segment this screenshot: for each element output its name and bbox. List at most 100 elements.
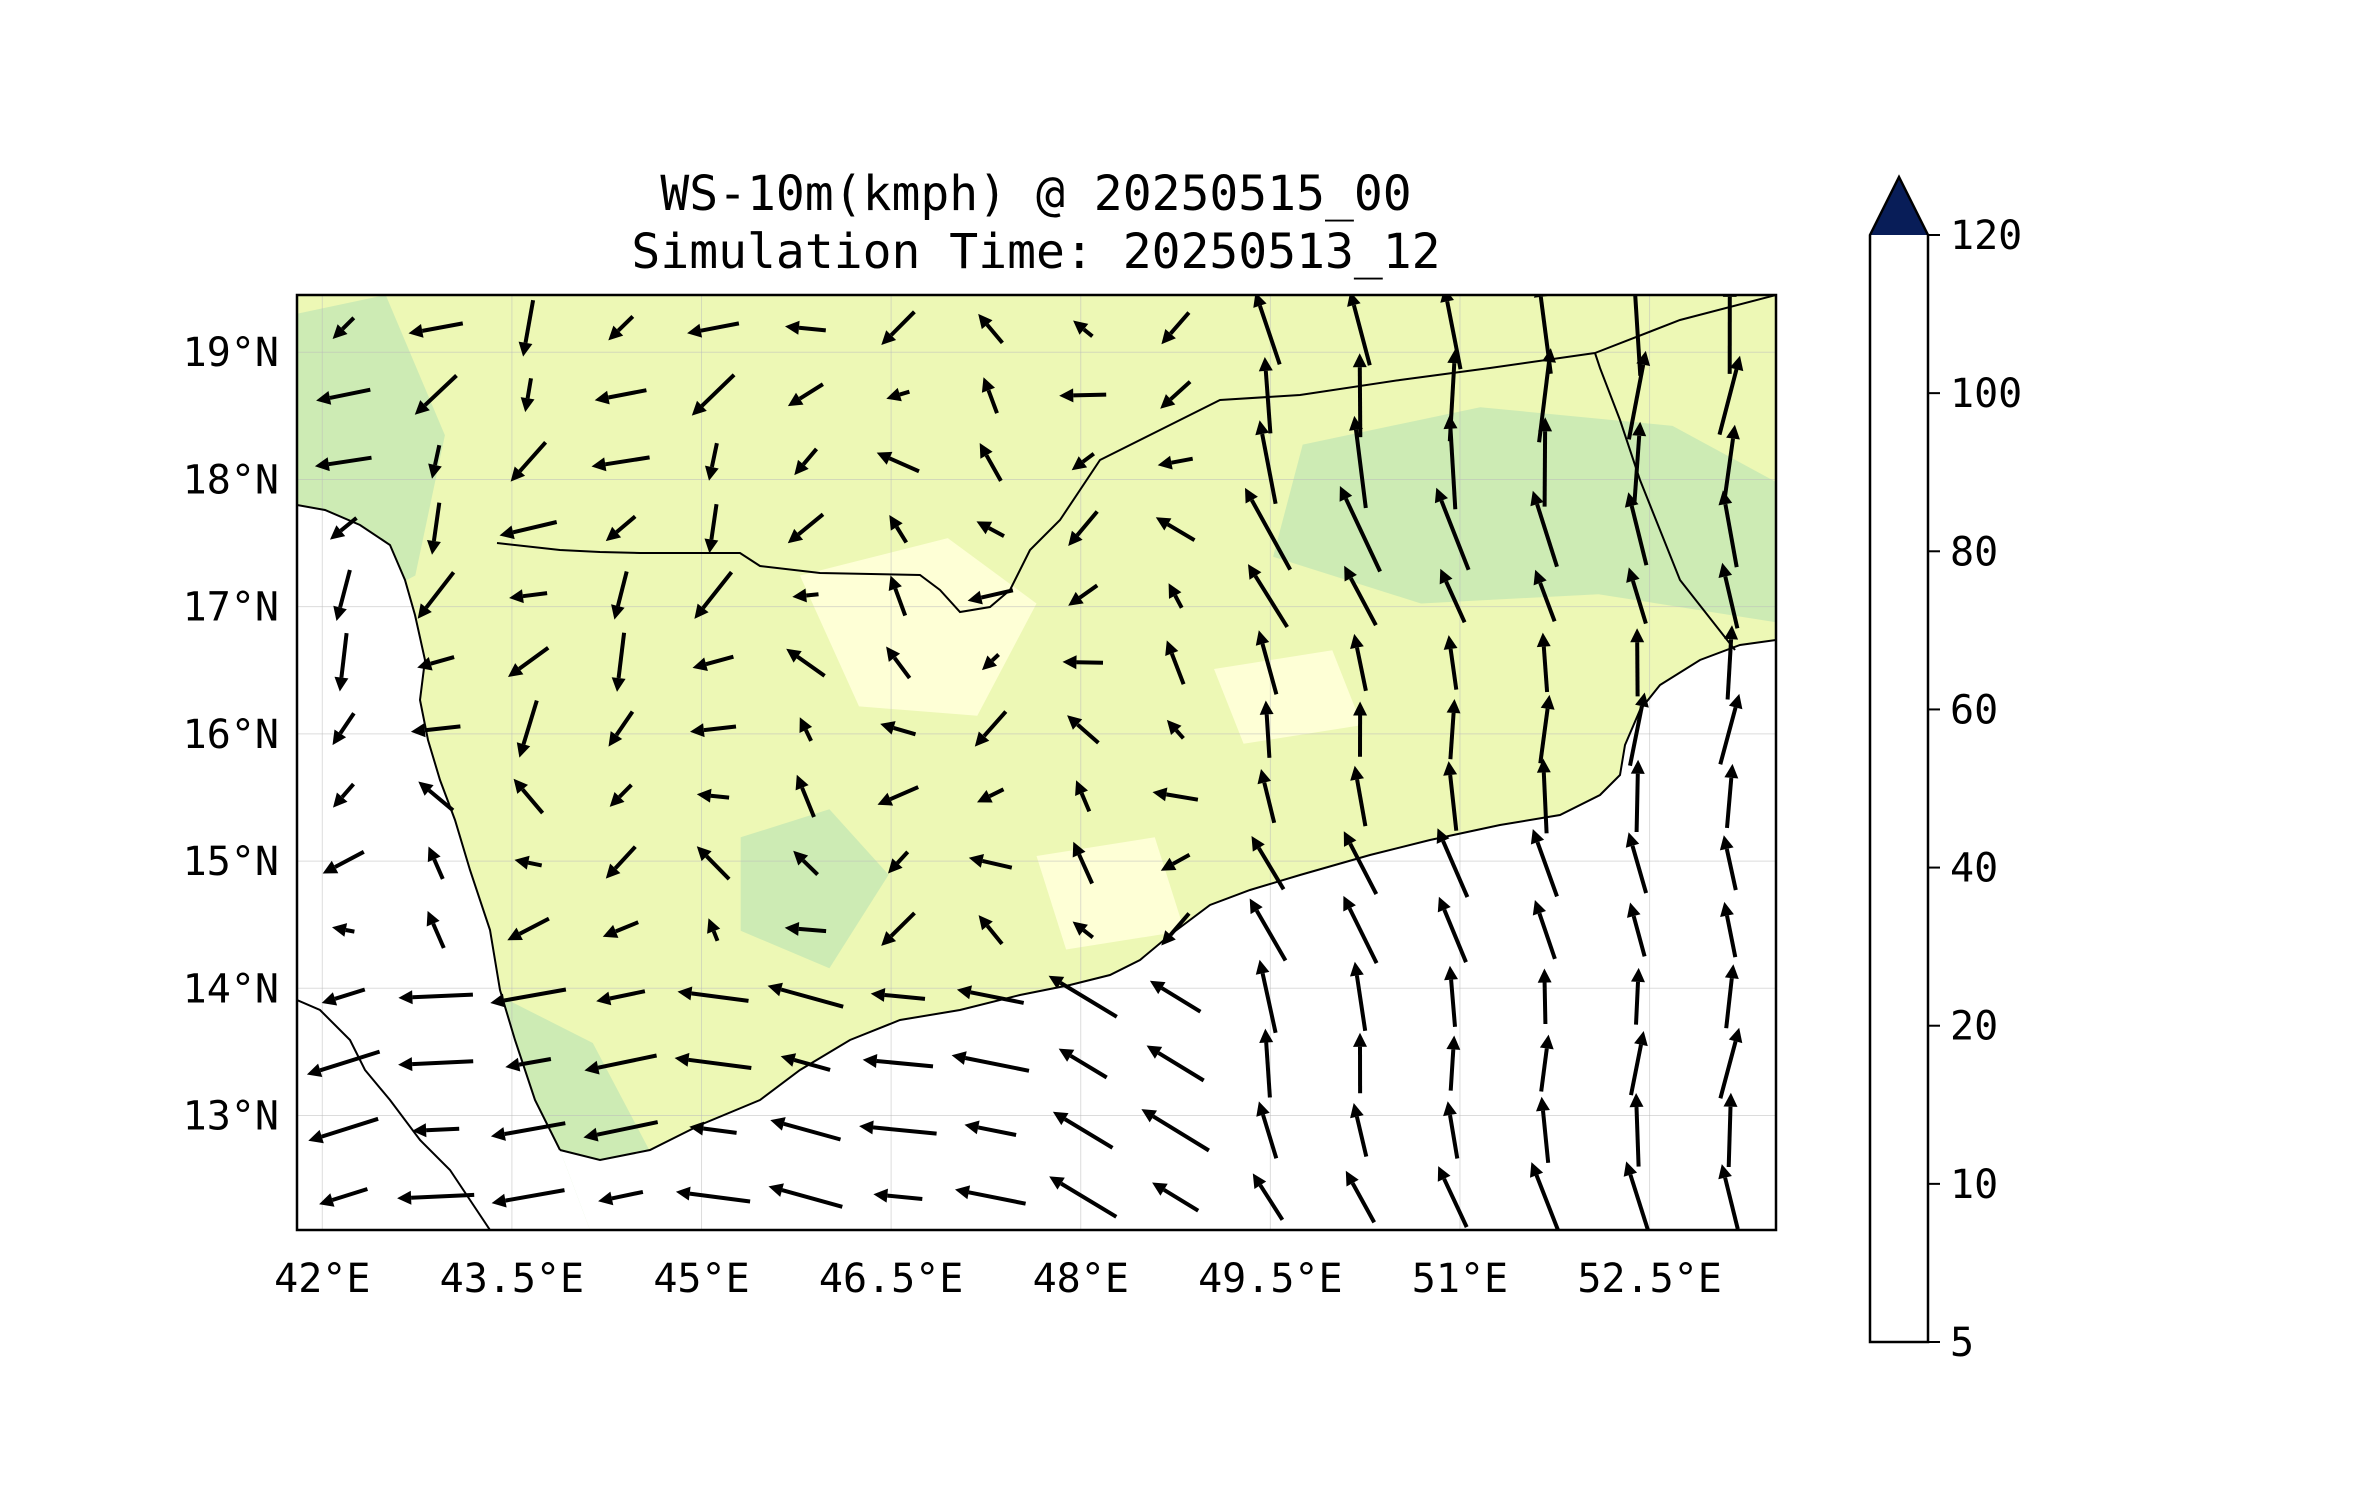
wind-vector-shaft: [618, 783, 633, 799]
wind-vector-shaft: [338, 712, 356, 735]
wind-vector-head: [870, 988, 886, 1002]
wind-vector: [696, 846, 731, 881]
wind-vector-shaft: [521, 700, 539, 745]
wind-vector: [1443, 1101, 1460, 1159]
colorbar-tick-label: 40: [1950, 846, 1998, 892]
wind-vector-shaft: [895, 850, 910, 865]
wind-vector-head: [333, 792, 348, 808]
wind-vector: [1532, 900, 1557, 960]
colorbar-tick-label: 10: [1950, 1162, 1998, 1208]
wind-vector-head: [1075, 780, 1088, 796]
wind-vector-head: [490, 1127, 506, 1141]
wind-vector: [675, 1186, 751, 1204]
wind-vector-head: [322, 860, 339, 874]
wind-vector: [1536, 758, 1551, 834]
wind-vector: [1530, 490, 1559, 568]
map-frame: [295, 293, 1778, 1232]
wind-vector-shaft: [798, 926, 827, 934]
wind-vector-shaft: [985, 924, 1004, 946]
wind-vector-head: [1726, 424, 1740, 440]
wind-vector: [1533, 569, 1557, 623]
wind-vector-shaft: [1079, 792, 1092, 813]
wind-vector-shaft: [1260, 433, 1278, 505]
wind-vector-head: [319, 1193, 335, 1207]
wind-vector: [784, 922, 827, 936]
wind-vector-shaft: [345, 928, 355, 934]
wind-vector-shaft: [893, 587, 908, 617]
wind-vector-shaft: [1069, 1054, 1108, 1080]
wind-vector-shaft: [899, 389, 910, 397]
wind-vector: [490, 1121, 566, 1141]
wind-vector: [427, 502, 442, 555]
wind-vector-head: [1345, 1170, 1359, 1187]
wind-vector-head: [1443, 635, 1458, 650]
wind-vector-head: [608, 325, 624, 341]
wind-vector: [1717, 355, 1744, 436]
wind-vector-head: [1624, 492, 1639, 508]
wind-vector: [1629, 1093, 1644, 1167]
wind-vector-head: [1068, 591, 1084, 606]
wind-vector-head: [1446, 1035, 1461, 1050]
wind-vector: [608, 710, 635, 747]
wind-vector-shaft: [431, 922, 446, 949]
wind-vector: [417, 571, 456, 619]
wind-vector-shaft: [688, 1057, 752, 1070]
wind-vector: [1161, 912, 1191, 946]
wind-vector: [1062, 655, 1104, 670]
wind-vector: [1630, 759, 1645, 833]
wind-vector-shaft: [430, 655, 455, 666]
wind-vector: [787, 512, 825, 544]
gulf-of-aden: [560, 640, 1776, 1230]
wind-vector-head: [1443, 761, 1458, 776]
wind-vector-head: [799, 717, 813, 733]
wind-vector: [1536, 632, 1551, 693]
wind-vector-shaft: [1444, 580, 1467, 624]
wind-vector-shaft: [889, 310, 916, 337]
wind-vector: [691, 373, 736, 416]
wind-vector-head: [1724, 763, 1739, 779]
wind-vector: [1350, 765, 1368, 827]
wind-vector-shaft: [1354, 1116, 1369, 1158]
wind-vector-shaft: [329, 387, 371, 400]
wind-vector-head: [955, 1185, 971, 1200]
title-line-1: WS-10m(kmph) @ 20250515_00: [660, 166, 1411, 222]
wind-vector-head: [1251, 836, 1265, 852]
wind-vector-head: [785, 320, 800, 335]
wind-vector-shaft: [1542, 982, 1548, 1025]
wind-vector-head: [1437, 1166, 1451, 1182]
wind-vector-shaft: [1634, 981, 1640, 1025]
wind-vector-shaft: [613, 845, 637, 870]
wind-vector: [859, 1120, 937, 1136]
wind-vector: [414, 374, 458, 415]
wind-vector-head: [1533, 569, 1547, 586]
wind-vector-head: [333, 605, 347, 621]
wind-vector-head: [1048, 975, 1065, 989]
wind-vector-shaft: [805, 592, 819, 598]
wind-vector-head: [886, 646, 901, 662]
wind-vector-shaft: [527, 860, 543, 868]
wind-vector-head: [1160, 394, 1176, 409]
wind-vector-head: [507, 927, 523, 941]
yemen-saudi-border: [496, 352, 1596, 614]
colorbar-tick-label: 120: [1950, 213, 2022, 259]
wind-vector: [1724, 625, 1739, 700]
wind-vector-head: [594, 390, 610, 405]
contour-region-5-10: [1214, 650, 1362, 744]
wind-vector-shaft: [1632, 435, 1642, 503]
wind-vector: [1149, 980, 1202, 1014]
wind-vector-shaft: [1535, 503, 1559, 568]
wind-vector: [1048, 975, 1118, 1019]
colorbar-extend-max: [1870, 177, 1928, 235]
wind-vector: [870, 988, 926, 1002]
wind-vector-head: [1343, 895, 1356, 912]
wind-vector: [1437, 896, 1468, 963]
wind-vector: [979, 443, 1003, 482]
map-area: [297, 295, 1776, 1230]
colorbar: 5 10 20 40 60 80 100 120: [1868, 174, 2022, 1366]
wind-vector-head: [978, 313, 993, 330]
wind-vector-shaft: [1078, 583, 1099, 600]
wind-vector: [780, 1053, 831, 1072]
wind-vector-shaft: [1538, 708, 1550, 764]
wind-vector: [692, 654, 734, 671]
wind-vector-head: [398, 990, 413, 1005]
